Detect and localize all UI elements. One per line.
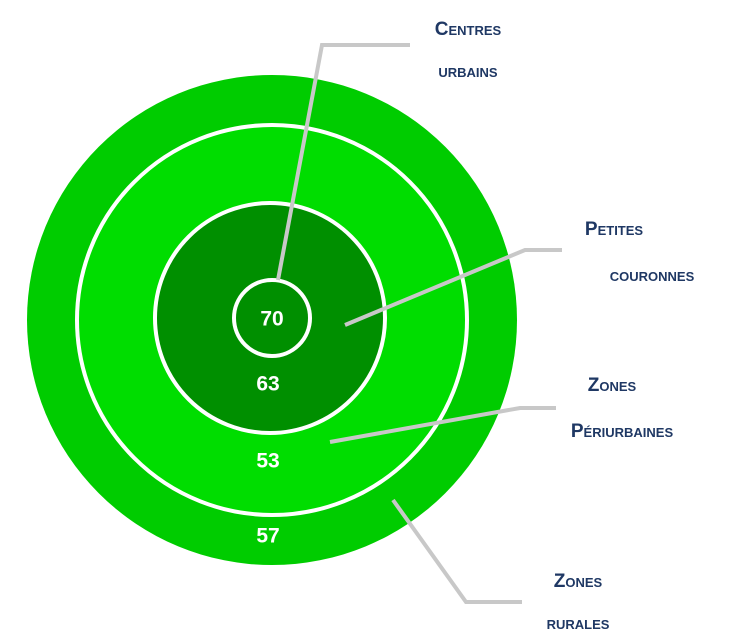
label: urbains (438, 61, 498, 82)
label: Périurbaines (571, 421, 674, 442)
label: rurales (547, 613, 610, 634)
label: Petites (585, 219, 644, 240)
label: Zones (588, 375, 637, 396)
label: Zones (554, 571, 603, 592)
leader-line (391, 498, 522, 604)
leader-line (344, 248, 562, 327)
leader-line (276, 43, 410, 281)
label: Centres (435, 19, 502, 40)
value: 57 (256, 525, 279, 548)
label: couronnes (610, 265, 695, 286)
value: 63 (256, 373, 279, 396)
ring-centres (232, 278, 312, 358)
leader-line (329, 406, 556, 444)
value: 53 (256, 450, 279, 473)
value: 70 (260, 308, 283, 331)
